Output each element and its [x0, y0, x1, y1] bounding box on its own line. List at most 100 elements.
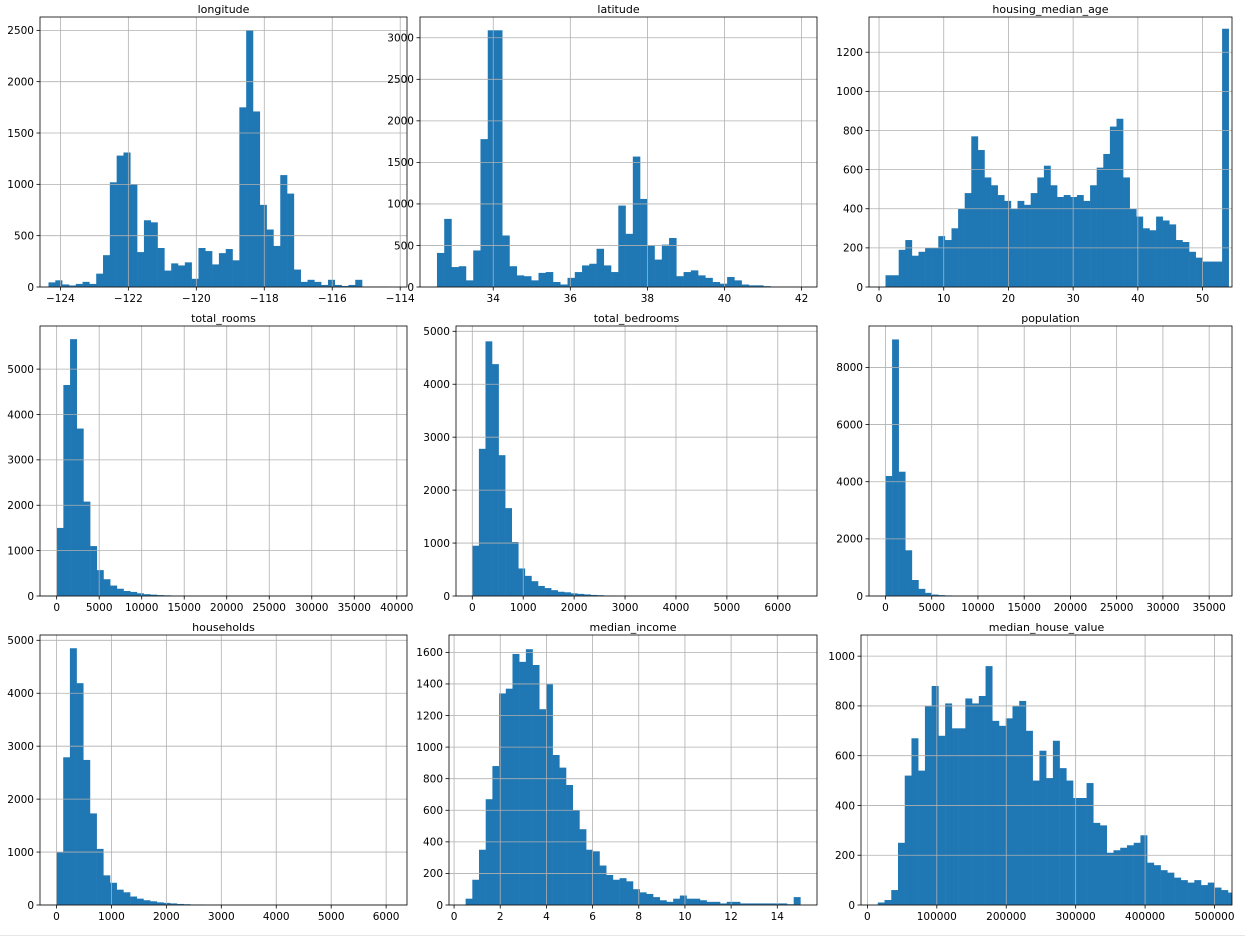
histogram-bar	[1059, 768, 1067, 905]
x-tick-label: 20	[1002, 293, 1015, 305]
histogram-bar	[964, 193, 972, 287]
histogram-bar	[683, 272, 692, 287]
histogram-bar	[545, 272, 554, 287]
histogram-bar	[1113, 850, 1121, 905]
histogram-bar	[619, 878, 627, 905]
histogram-bar	[891, 890, 899, 905]
y-tick-label: 1400	[416, 679, 443, 691]
x-tick-label: 0	[53, 911, 60, 923]
histogram-bar	[666, 901, 674, 905]
y-tick-label: 4000	[836, 477, 863, 489]
histogram-bar	[1202, 261, 1210, 287]
histogram-latitude: 34 36 38 40 42 0 500 1000 1500 2000 2500 3000 latitu…	[387, 3, 818, 305]
histogram-bar	[1214, 887, 1222, 905]
x-tick-label: 6000	[373, 911, 400, 923]
histogram-bar	[898, 471, 906, 596]
histogram-bar	[892, 339, 899, 596]
x-tick-label: 30000	[295, 602, 328, 614]
histogram-bar	[516, 275, 525, 287]
histogram-bar	[586, 849, 594, 905]
histogram-bar	[676, 276, 684, 287]
histogram-total-rooms: 0 5000 10000 15000 20000 25000 30000 35000 40000…	[7, 312, 413, 614]
histogram-bar	[918, 251, 926, 287]
histogram-bar	[502, 235, 510, 287]
histogram-bar	[70, 339, 77, 596]
histogram-bar	[686, 898, 694, 905]
histogram-bar	[465, 898, 473, 905]
histogram-bar	[1037, 177, 1045, 287]
y-tick-label: 500	[394, 240, 414, 252]
x-tick-label: 300000	[1056, 911, 1096, 923]
histogram-bar	[780, 903, 788, 905]
bars	[877, 666, 1232, 905]
histogram-bar	[96, 273, 104, 287]
histogram-bar	[525, 649, 533, 905]
x-tick-label: 6000	[764, 602, 791, 614]
y-tick-label: 1000	[7, 847, 34, 859]
histogram-bar	[109, 182, 117, 287]
histogram-bar	[1063, 195, 1071, 287]
histogram-bar	[1025, 730, 1033, 905]
histogram-bar	[741, 284, 750, 287]
x-tick-label: −120	[182, 293, 211, 305]
histogram-bar	[444, 218, 452, 287]
histogram-bar	[494, 30, 503, 287]
y-tick-label: 1200	[416, 710, 443, 722]
y-tick-label: 0	[436, 900, 443, 912]
histogram-bar	[164, 270, 172, 287]
y-tick-label: 800	[843, 125, 863, 137]
histogram-bar	[89, 283, 97, 287]
histogram-bar	[679, 895, 687, 905]
x-tick-label: 12	[724, 911, 737, 923]
x-tick-label: 10	[937, 293, 950, 305]
histogram-bar	[1136, 216, 1144, 287]
x-tick-label: 30000	[1146, 602, 1179, 614]
histogram-bar	[314, 281, 322, 287]
x-tick-label: 8	[635, 911, 642, 923]
histogram-bar	[83, 759, 91, 905]
histogram-bar	[1207, 882, 1215, 905]
histogram-bar	[103, 875, 111, 905]
histogram-bar	[171, 263, 179, 287]
axes-frame	[868, 16, 1233, 288]
histogram-bar	[103, 579, 111, 596]
y-tick-label: 2000	[836, 534, 863, 546]
histogram-bar	[472, 879, 480, 905]
histogram-bar	[951, 728, 959, 905]
histogram-bar	[524, 276, 532, 287]
x-tick-label: 40000	[380, 602, 413, 614]
histogram-bar	[1123, 177, 1130, 287]
histogram-bar	[492, 364, 499, 596]
histogram-bar	[706, 901, 714, 905]
histogram-bar	[572, 810, 580, 905]
histogram-bar	[287, 193, 295, 287]
histogram-bar	[606, 875, 614, 905]
y-tick-label: 0	[848, 900, 855, 912]
histogram-bar	[766, 903, 774, 905]
histogram-bar	[938, 236, 946, 287]
axes-frame	[868, 325, 1233, 597]
histogram-bar	[633, 889, 640, 905]
y-tick-label: 4000	[7, 409, 34, 421]
y-tick-label: 2000	[7, 76, 34, 88]
histogram-bar	[734, 280, 742, 287]
x-tick-label: 0	[882, 602, 889, 614]
histogram-bar	[487, 30, 496, 287]
histogram-bar	[625, 233, 634, 287]
chart-title: housing_median_age	[992, 3, 1108, 16]
histogram-bar	[205, 251, 213, 287]
bars	[436, 30, 800, 287]
histogram-bar	[603, 265, 612, 287]
histogram-bar	[68, 285, 77, 287]
histogram-bar	[96, 848, 104, 905]
y-tick-label: 600	[843, 164, 863, 176]
histogram-bar	[191, 278, 199, 287]
histogram-bar	[661, 244, 670, 287]
x-tick-label: 4000	[263, 911, 290, 923]
y-tick-label: 1000	[387, 199, 414, 211]
grid-lines	[861, 635, 1232, 906]
histogram-bar	[1090, 185, 1097, 287]
histogram-bar	[1160, 870, 1168, 905]
histogram-bar	[1057, 197, 1064, 287]
histogram-bar	[509, 266, 517, 287]
